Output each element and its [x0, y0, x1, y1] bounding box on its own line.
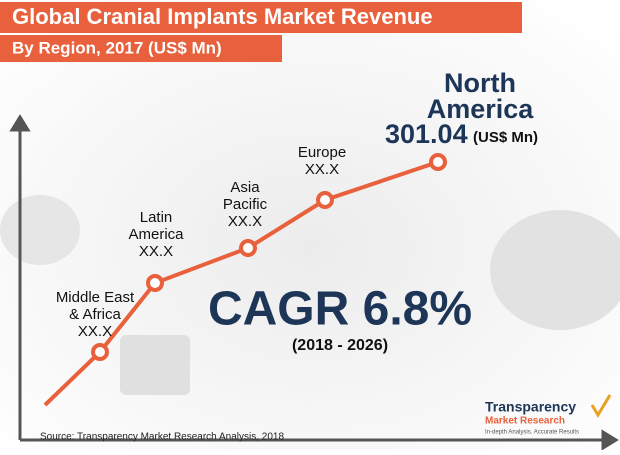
- unit: (US$ Mn): [473, 129, 538, 146]
- north-america-callout: North America 301.04 (US$ Mn): [385, 68, 538, 149]
- cagr-period: (2018 - 2026): [292, 337, 388, 354]
- point: [429, 153, 447, 171]
- point: [146, 274, 164, 292]
- region-value: 301.04: [385, 119, 468, 149]
- region-value: XX.X: [228, 213, 262, 230]
- subtitle-band: [0, 35, 282, 62]
- subtitle: By Region, 2017 (US$ Mn): [12, 38, 222, 57]
- skull-image: [0, 195, 80, 265]
- region-label: North: [444, 68, 516, 98]
- region-labels: Middle East & Africa XX.X Latin America …: [56, 144, 346, 340]
- logo-line: Transparency: [485, 399, 576, 415]
- logo: Transparency Market Research In-depth An…: [485, 394, 612, 436]
- region-label: Pacific: [223, 196, 268, 213]
- title-band: [0, 2, 522, 33]
- logo-tagline: In-depth Analysis. Accurate Results: [485, 430, 579, 436]
- points: [91, 153, 447, 361]
- y-arrow: [9, 114, 31, 132]
- plate-image: [120, 335, 190, 395]
- region-label: America: [128, 226, 184, 243]
- region-label: Europe: [298, 144, 346, 161]
- cagr: CAGR 6.8%: [208, 283, 472, 336]
- title: Global Cranial Implants Market Revenue: [12, 4, 433, 29]
- region-value: XX.X: [305, 161, 339, 178]
- point: [239, 239, 257, 257]
- logo-line: Market Research: [485, 416, 565, 427]
- source: Source: Transparency Market Research Ana…: [40, 432, 284, 443]
- region-label: Latin: [140, 209, 173, 226]
- region-value: XX.X: [78, 323, 112, 340]
- axes: [9, 114, 619, 451]
- implant-image: [490, 210, 620, 330]
- point: [316, 191, 334, 209]
- x-arrow: [601, 429, 619, 451]
- trend-line: [43, 160, 439, 407]
- region-label: Middle East: [56, 289, 135, 306]
- region-label: America: [427, 94, 535, 124]
- logo-check: [590, 394, 612, 418]
- point: [91, 343, 109, 361]
- region-label: Asia: [230, 179, 260, 196]
- region-label: & Africa: [69, 306, 121, 323]
- region-value: XX.X: [139, 243, 173, 260]
